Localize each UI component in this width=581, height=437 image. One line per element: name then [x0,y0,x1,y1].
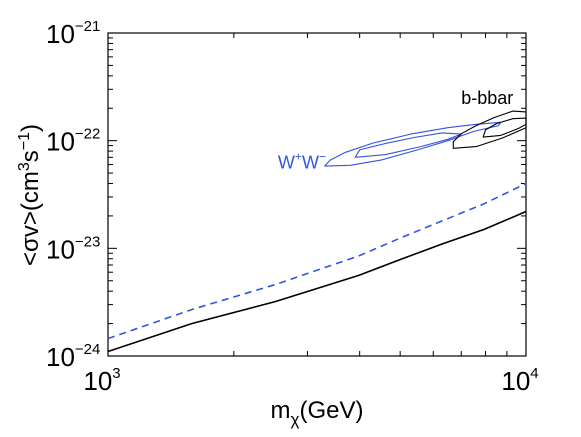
y-axis-label: <σv>(cm3s−1) [16,124,44,266]
series-line-solid [107,210,527,353]
contour-ww-outer [324,121,502,167]
series-line-dashed [107,182,527,340]
x-tick-label: 103 [83,365,120,396]
plot-frame [107,32,527,357]
y-tick-label: 10−22 [46,126,100,157]
y-tick-label: 10−24 [46,341,100,372]
series-group [107,182,527,353]
contours-group [324,110,527,167]
annotation-ww: W+W− [278,150,326,173]
x-tick-label: 104 [501,365,538,396]
ticks: 103 104 10−24 10−23 10−22 10−21 [46,18,539,396]
y-tick-label: 10−23 [46,233,100,264]
contour-bbbar-outer [452,110,527,149]
contour-ww-inner [354,132,462,158]
annotation-bbbar: b-bbar [461,88,513,108]
y-tick-label: 10−21 [46,18,100,49]
x-axis-label: mχ(GeV) [271,397,364,429]
contour-bbbar-inner [482,117,527,138]
annotations-group: b-bbar W+W− [278,88,513,173]
